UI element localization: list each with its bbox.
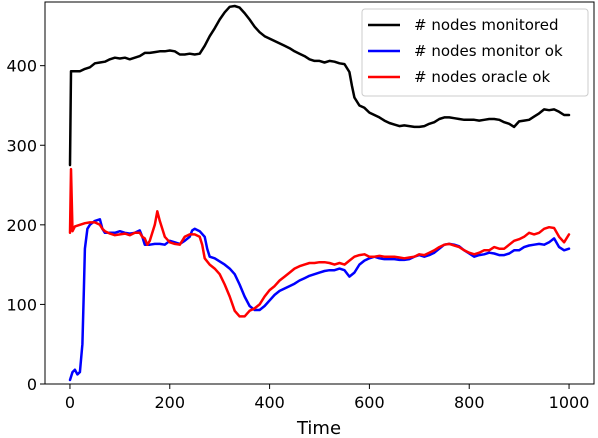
y-tick-label: 0: [27, 375, 37, 394]
legend: # nodes monitored # nodes monitor ok # n…: [361, 8, 589, 97]
legend-label-monitor-ok: # nodes monitor ok: [414, 42, 563, 60]
x-tick-label: 600: [354, 393, 385, 412]
legend-box: [361, 8, 589, 97]
x-tick-label: 200: [154, 393, 185, 412]
x-tick-label: 1000: [549, 393, 590, 412]
y-tick-label: 300: [6, 136, 37, 155]
legend-label-monitored: # nodes monitored: [414, 16, 558, 34]
y-tick-label: 200: [6, 216, 37, 235]
x-tick-label: 400: [254, 393, 285, 412]
plot-lines: [68, 4, 571, 382]
x-tick-label: 0: [65, 393, 75, 412]
series-line-monitored: [68, 4, 571, 167]
plot-frame: [44, 1, 595, 385]
legend-label-oracle-ok: # nodes oracle ok: [414, 68, 550, 86]
y-tick-label: 400: [6, 57, 37, 76]
series-line-oracle-ok: [68, 167, 571, 318]
x-tick-label: 800: [454, 393, 485, 412]
x-axis-label: Time: [296, 418, 341, 438]
x-axis-ticks: 0 200 400 600 800 1000: [65, 384, 590, 412]
y-tick-label: 100: [6, 295, 37, 314]
y-axis-ticks: 0 100 200 300 400: [6, 57, 45, 394]
